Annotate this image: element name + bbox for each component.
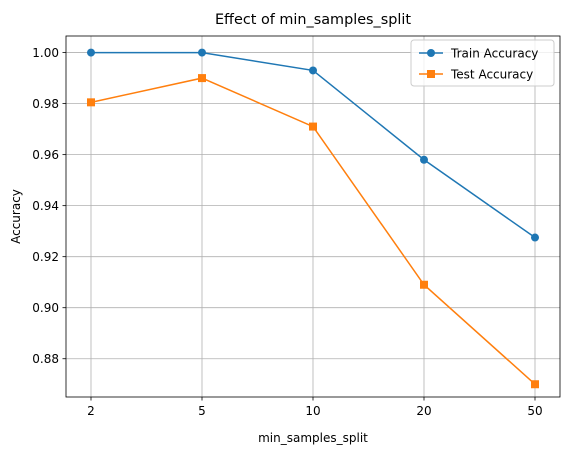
- data-point-square: [198, 74, 206, 83]
- data-point-square: [531, 380, 539, 389]
- y-tick-label: 1.00: [32, 46, 59, 60]
- x-axis-label: min_samples_split: [258, 431, 368, 445]
- y-tick-label: 0.90: [32, 301, 59, 315]
- x-tick-label: 20: [416, 404, 431, 418]
- data-point-circle: [87, 48, 95, 57]
- y-tick-label: 0.96: [32, 148, 59, 162]
- x-tick-label: 50: [527, 404, 542, 418]
- y-axis-label: Accuracy: [9, 189, 23, 244]
- legend-label-1: Test Accuracy: [450, 67, 533, 81]
- grid: [66, 36, 560, 397]
- chart-title: Effect of min_samples_split: [215, 12, 411, 28]
- legend-label-0: Train Accuracy: [450, 46, 538, 60]
- legend-box: [410, 39, 555, 87]
- y-tick-label: 0.92: [32, 250, 59, 264]
- x-tick-label: 2: [87, 404, 95, 418]
- ticks: 2 5 10 20 50 0.88 0.90 0.92 0.94 0.96 0.98 1.00: [32, 46, 542, 418]
- data-point-circle: [420, 155, 428, 164]
- data-point-circle: [531, 233, 539, 242]
- x-tick-label: 5: [198, 404, 206, 418]
- legend: Train Accuracy Test Accuracy: [410, 39, 555, 87]
- data-point-square: [87, 98, 95, 107]
- data-point-circle: [309, 66, 317, 75]
- y-tick-label: 0.98: [32, 97, 59, 111]
- x-tick-label: 10: [305, 404, 320, 418]
- data-point-square: [309, 122, 317, 131]
- y-tick-label: 0.88: [32, 352, 59, 366]
- legend-marker-circle: [427, 49, 435, 57]
- data-point-circle: [198, 48, 206, 57]
- legend-marker-square: [427, 70, 435, 78]
- series-layer: [87, 48, 539, 389]
- data-point-square: [420, 280, 428, 289]
- y-tick-label: 0.94: [32, 199, 59, 213]
